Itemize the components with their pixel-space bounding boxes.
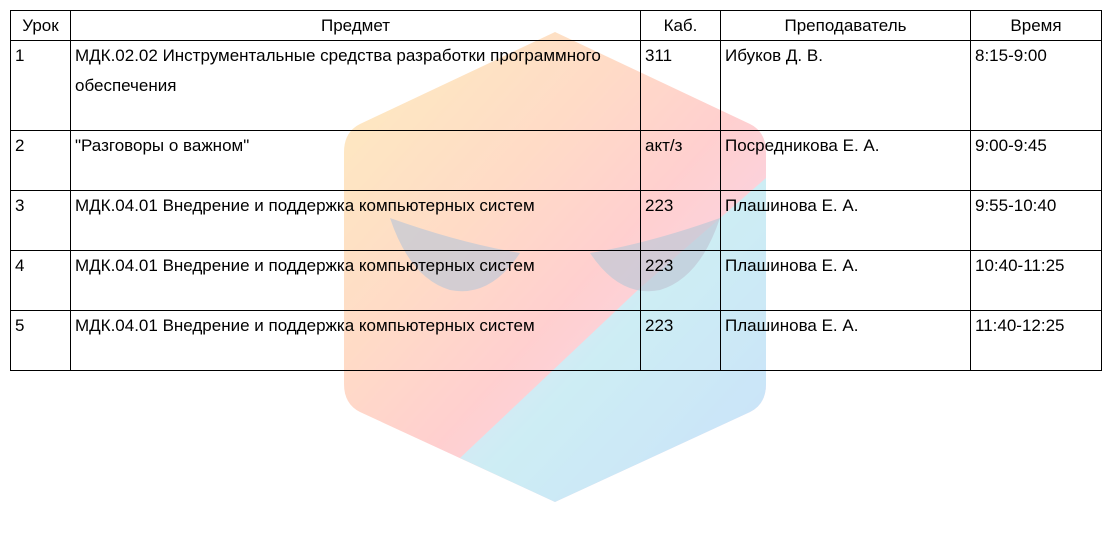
teacher-cell: Плашинова Е. А.	[720, 250, 971, 311]
room-cell: 223	[640, 310, 721, 371]
header-room: Каб.	[640, 10, 721, 41]
lesson-number: 5	[10, 310, 71, 371]
teacher-cell: Ибуков Д. В.	[720, 40, 971, 131]
time-cell: 9:00-9:45	[970, 130, 1102, 191]
table-row: 1 МДК.02.02 Инструментальные средства ра…	[10, 40, 1102, 131]
teacher-cell: Плашинова Е. А.	[720, 190, 971, 251]
teacher-cell: Плашинова Е. А.	[720, 310, 971, 371]
subject-cell: "Разговоры о важном"	[70, 130, 641, 191]
schedule-table: Урок Предмет Каб. Преподаватель Время 1 …	[10, 10, 1102, 371]
subject-cell: МДК.04.01 Внедрение и поддержка компьюте…	[70, 250, 641, 311]
room-cell: 311	[640, 40, 721, 131]
teacher-cell: Посредникова Е. А.	[720, 130, 971, 191]
time-cell: 11:40-12:25	[970, 310, 1102, 371]
table-row: 5 МДК.04.01 Внедрение и поддержка компью…	[10, 310, 1102, 371]
lesson-number: 4	[10, 250, 71, 311]
table-row: 2 "Разговоры о важном" акт/з Посредников…	[10, 130, 1102, 191]
table-row: 4 МДК.04.01 Внедрение и поддержка компью…	[10, 250, 1102, 311]
time-cell: 9:55-10:40	[970, 190, 1102, 251]
room-cell: акт/з	[640, 130, 721, 191]
time-cell: 8:15-9:00	[970, 40, 1102, 131]
lesson-number: 1	[10, 40, 71, 131]
header-lesson: Урок	[10, 10, 71, 41]
lesson-number: 2	[10, 130, 71, 191]
subject-cell: МДК.04.01 Внедрение и поддержка компьюте…	[70, 310, 641, 371]
header-teacher: Преподаватель	[720, 10, 971, 41]
room-cell: 223	[640, 250, 721, 311]
header-time: Время	[970, 10, 1102, 41]
subject-cell: МДК.02.02 Инструментальные средства разр…	[70, 40, 641, 131]
lesson-number: 3	[10, 190, 71, 251]
time-cell: 10:40-11:25	[970, 250, 1102, 311]
header-subject: Предмет	[70, 10, 641, 41]
subject-cell: МДК.04.01 Внедрение и поддержка компьюте…	[70, 190, 641, 251]
table-row: 3 МДК.04.01 Внедрение и поддержка компью…	[10, 190, 1102, 251]
table-header-row: Урок Предмет Каб. Преподаватель Время	[10, 10, 1102, 41]
room-cell: 223	[640, 190, 721, 251]
